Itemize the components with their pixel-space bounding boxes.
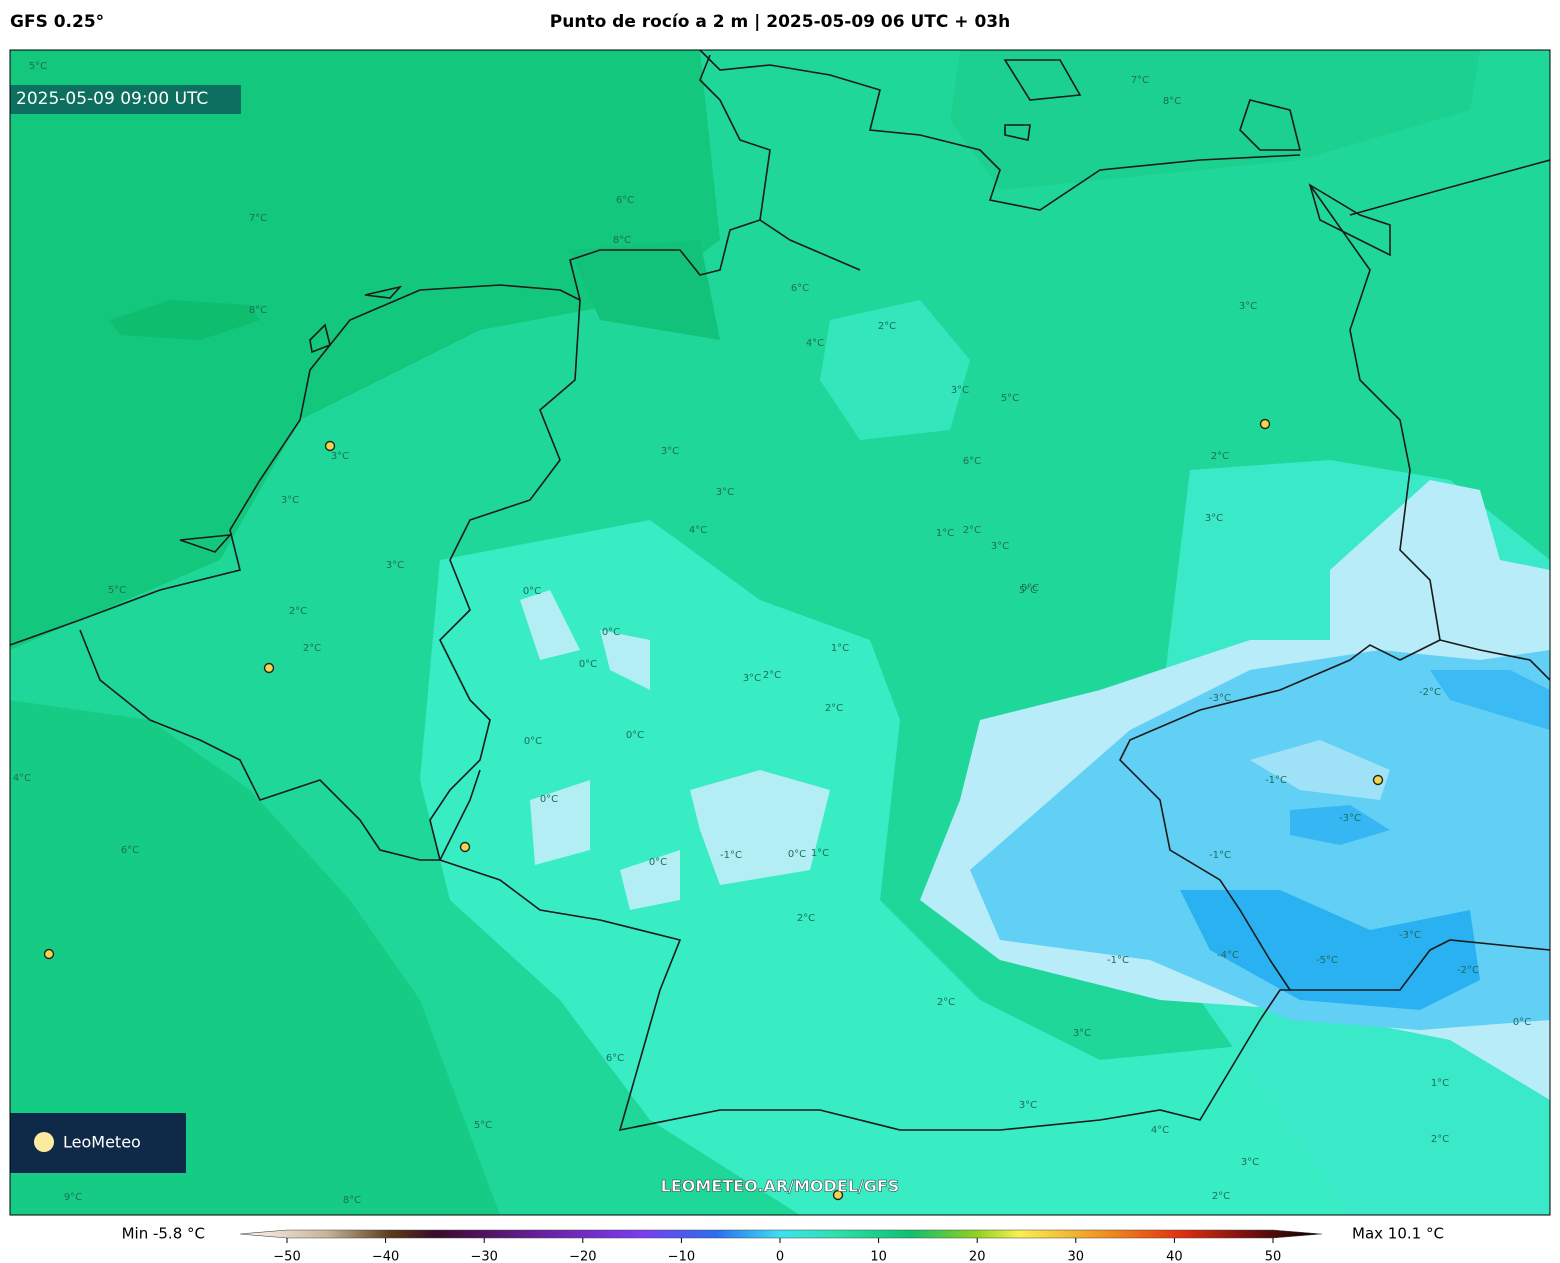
- contour-label: -5°C: [1316, 955, 1338, 966]
- contour-label: 0°C: [523, 586, 541, 597]
- map: 5°C7°C8°C6°C7°C8°C8°C6°C4°C2°C3°C5°C3°C2…: [10, 50, 1550, 1215]
- min-label: Min -5.8 °C: [122, 1225, 205, 1243]
- colorbar-tick-label: 0: [776, 1250, 784, 1263]
- colorbar-tick-label: −20: [569, 1250, 596, 1263]
- contour-label: 5°C: [1019, 585, 1037, 596]
- contour-label: 3°C: [661, 446, 679, 457]
- contour-label: 1°C: [811, 848, 829, 859]
- contour-label: 1°C: [1431, 1078, 1449, 1089]
- contour-label: 2°C: [303, 643, 321, 654]
- contour-label: 2°C: [937, 997, 955, 1008]
- colorbar: [239, 1229, 1323, 1239]
- contour-label: 3°C: [951, 385, 969, 396]
- contour-label: -1°C: [720, 850, 742, 861]
- contour-label: 8°C: [613, 235, 631, 246]
- map-title: Punto de rocío a 2 m | 2025-05-09 06 UTC…: [550, 12, 1010, 32]
- contour-label: 3°C: [1073, 1028, 1091, 1039]
- contour-label: 5°C: [108, 585, 126, 596]
- colorbar-tick-label: 50: [1265, 1250, 1282, 1263]
- contour-label: 4°C: [806, 338, 824, 349]
- contour-label: 3°C: [716, 487, 734, 498]
- contour-label: 2°C: [878, 321, 896, 332]
- colorbar-tick-label: −50: [273, 1250, 300, 1263]
- contour-label: 2°C: [1211, 451, 1229, 462]
- contour-label: 4°C: [1151, 1125, 1169, 1136]
- contour-label: -2°C: [1457, 965, 1479, 976]
- contour-label: 9°C: [64, 1192, 82, 1203]
- contour-label: -4°C: [1217, 950, 1239, 961]
- contour-label: 6°C: [791, 283, 809, 294]
- colorbar-tick-label: 40: [1166, 1250, 1183, 1263]
- contour-label: 2°C: [963, 525, 981, 536]
- colorbar-tick-label: −40: [372, 1250, 399, 1263]
- contour-label: 2°C: [825, 703, 843, 714]
- contour-label: 0°C: [1513, 1017, 1531, 1028]
- contour-label: 5°C: [474, 1120, 492, 1131]
- contour-label: 3°C: [1241, 1157, 1259, 1168]
- contour-label: 3°C: [281, 495, 299, 506]
- contour-label: 0°C: [649, 857, 667, 868]
- contour-label: 5°C: [1001, 393, 1019, 404]
- contour-label: 5°C: [29, 61, 47, 72]
- contour-label: 0°C: [579, 659, 597, 670]
- contour-label: 3°C: [1019, 1100, 1037, 1111]
- contour-label: 4°C: [13, 773, 31, 784]
- contour-label: 2°C: [289, 606, 307, 617]
- contour-label: 8°C: [343, 1195, 361, 1206]
- contour-label: 6°C: [616, 195, 634, 206]
- contour-label: 0°C: [788, 849, 806, 860]
- contour-label: 1°C: [936, 528, 954, 539]
- contour-label: -1°C: [1107, 955, 1129, 966]
- contour-label: 7°C: [1131, 75, 1149, 86]
- contour-label: 6°C: [606, 1053, 624, 1064]
- contour-label: -3°C: [1399, 930, 1421, 941]
- contour-label: 1°C: [831, 643, 849, 654]
- contour-label: 3°C: [331, 451, 349, 462]
- watermark: LEOMETEO.AR/MODEL/GFS: [661, 1177, 900, 1196]
- contour-label: 6°C: [121, 845, 139, 856]
- valid-time: 2025-05-09 09:00 UTC: [16, 89, 208, 109]
- colorbar-tick-label: −10: [668, 1250, 695, 1263]
- contour-label: 3°C: [1239, 301, 1257, 312]
- contour-label: 0°C: [540, 794, 558, 805]
- contour-label: 2°C: [797, 913, 815, 924]
- model-label: GFS 0.25°: [10, 12, 104, 32]
- colorbar-tick-label: 30: [1068, 1250, 1085, 1263]
- contour-label: -2°C: [1419, 687, 1441, 698]
- contour-label: 3°C: [1205, 513, 1223, 524]
- contour-label: 0°C: [602, 627, 620, 638]
- colorbar-tick-label: 20: [969, 1250, 986, 1263]
- colorbar-tick-label: 10: [870, 1250, 887, 1263]
- contour-label: 0°C: [524, 736, 542, 747]
- contour-label: 3°C: [991, 541, 1009, 552]
- colorbar-tick-label: −30: [470, 1250, 497, 1263]
- contour-label: 3°C: [743, 673, 761, 684]
- contour-label: 8°C: [1163, 96, 1181, 107]
- logo: LeoMeteo: [63, 1133, 141, 1152]
- contour-label: -1°C: [1265, 775, 1287, 786]
- contour-label: 6°C: [963, 456, 981, 467]
- contour-label: 3°C: [386, 560, 404, 571]
- contour-label: 4°C: [689, 525, 707, 536]
- contour-label: 2°C: [763, 670, 781, 681]
- contour-label: 8°C: [249, 305, 267, 316]
- contour-label: 2°C: [1212, 1191, 1230, 1202]
- contour-label: 5°C: [1021, 583, 1039, 594]
- contour-label: -3°C: [1209, 693, 1231, 704]
- max-label: Max 10.1 °C: [1352, 1225, 1444, 1243]
- contour-label: 7°C: [249, 213, 267, 224]
- contour-label: 2°C: [1431, 1134, 1449, 1145]
- contour-label: 0°C: [626, 730, 644, 741]
- contour-label: -1°C: [1209, 850, 1231, 861]
- contour-label: -3°C: [1339, 813, 1361, 824]
